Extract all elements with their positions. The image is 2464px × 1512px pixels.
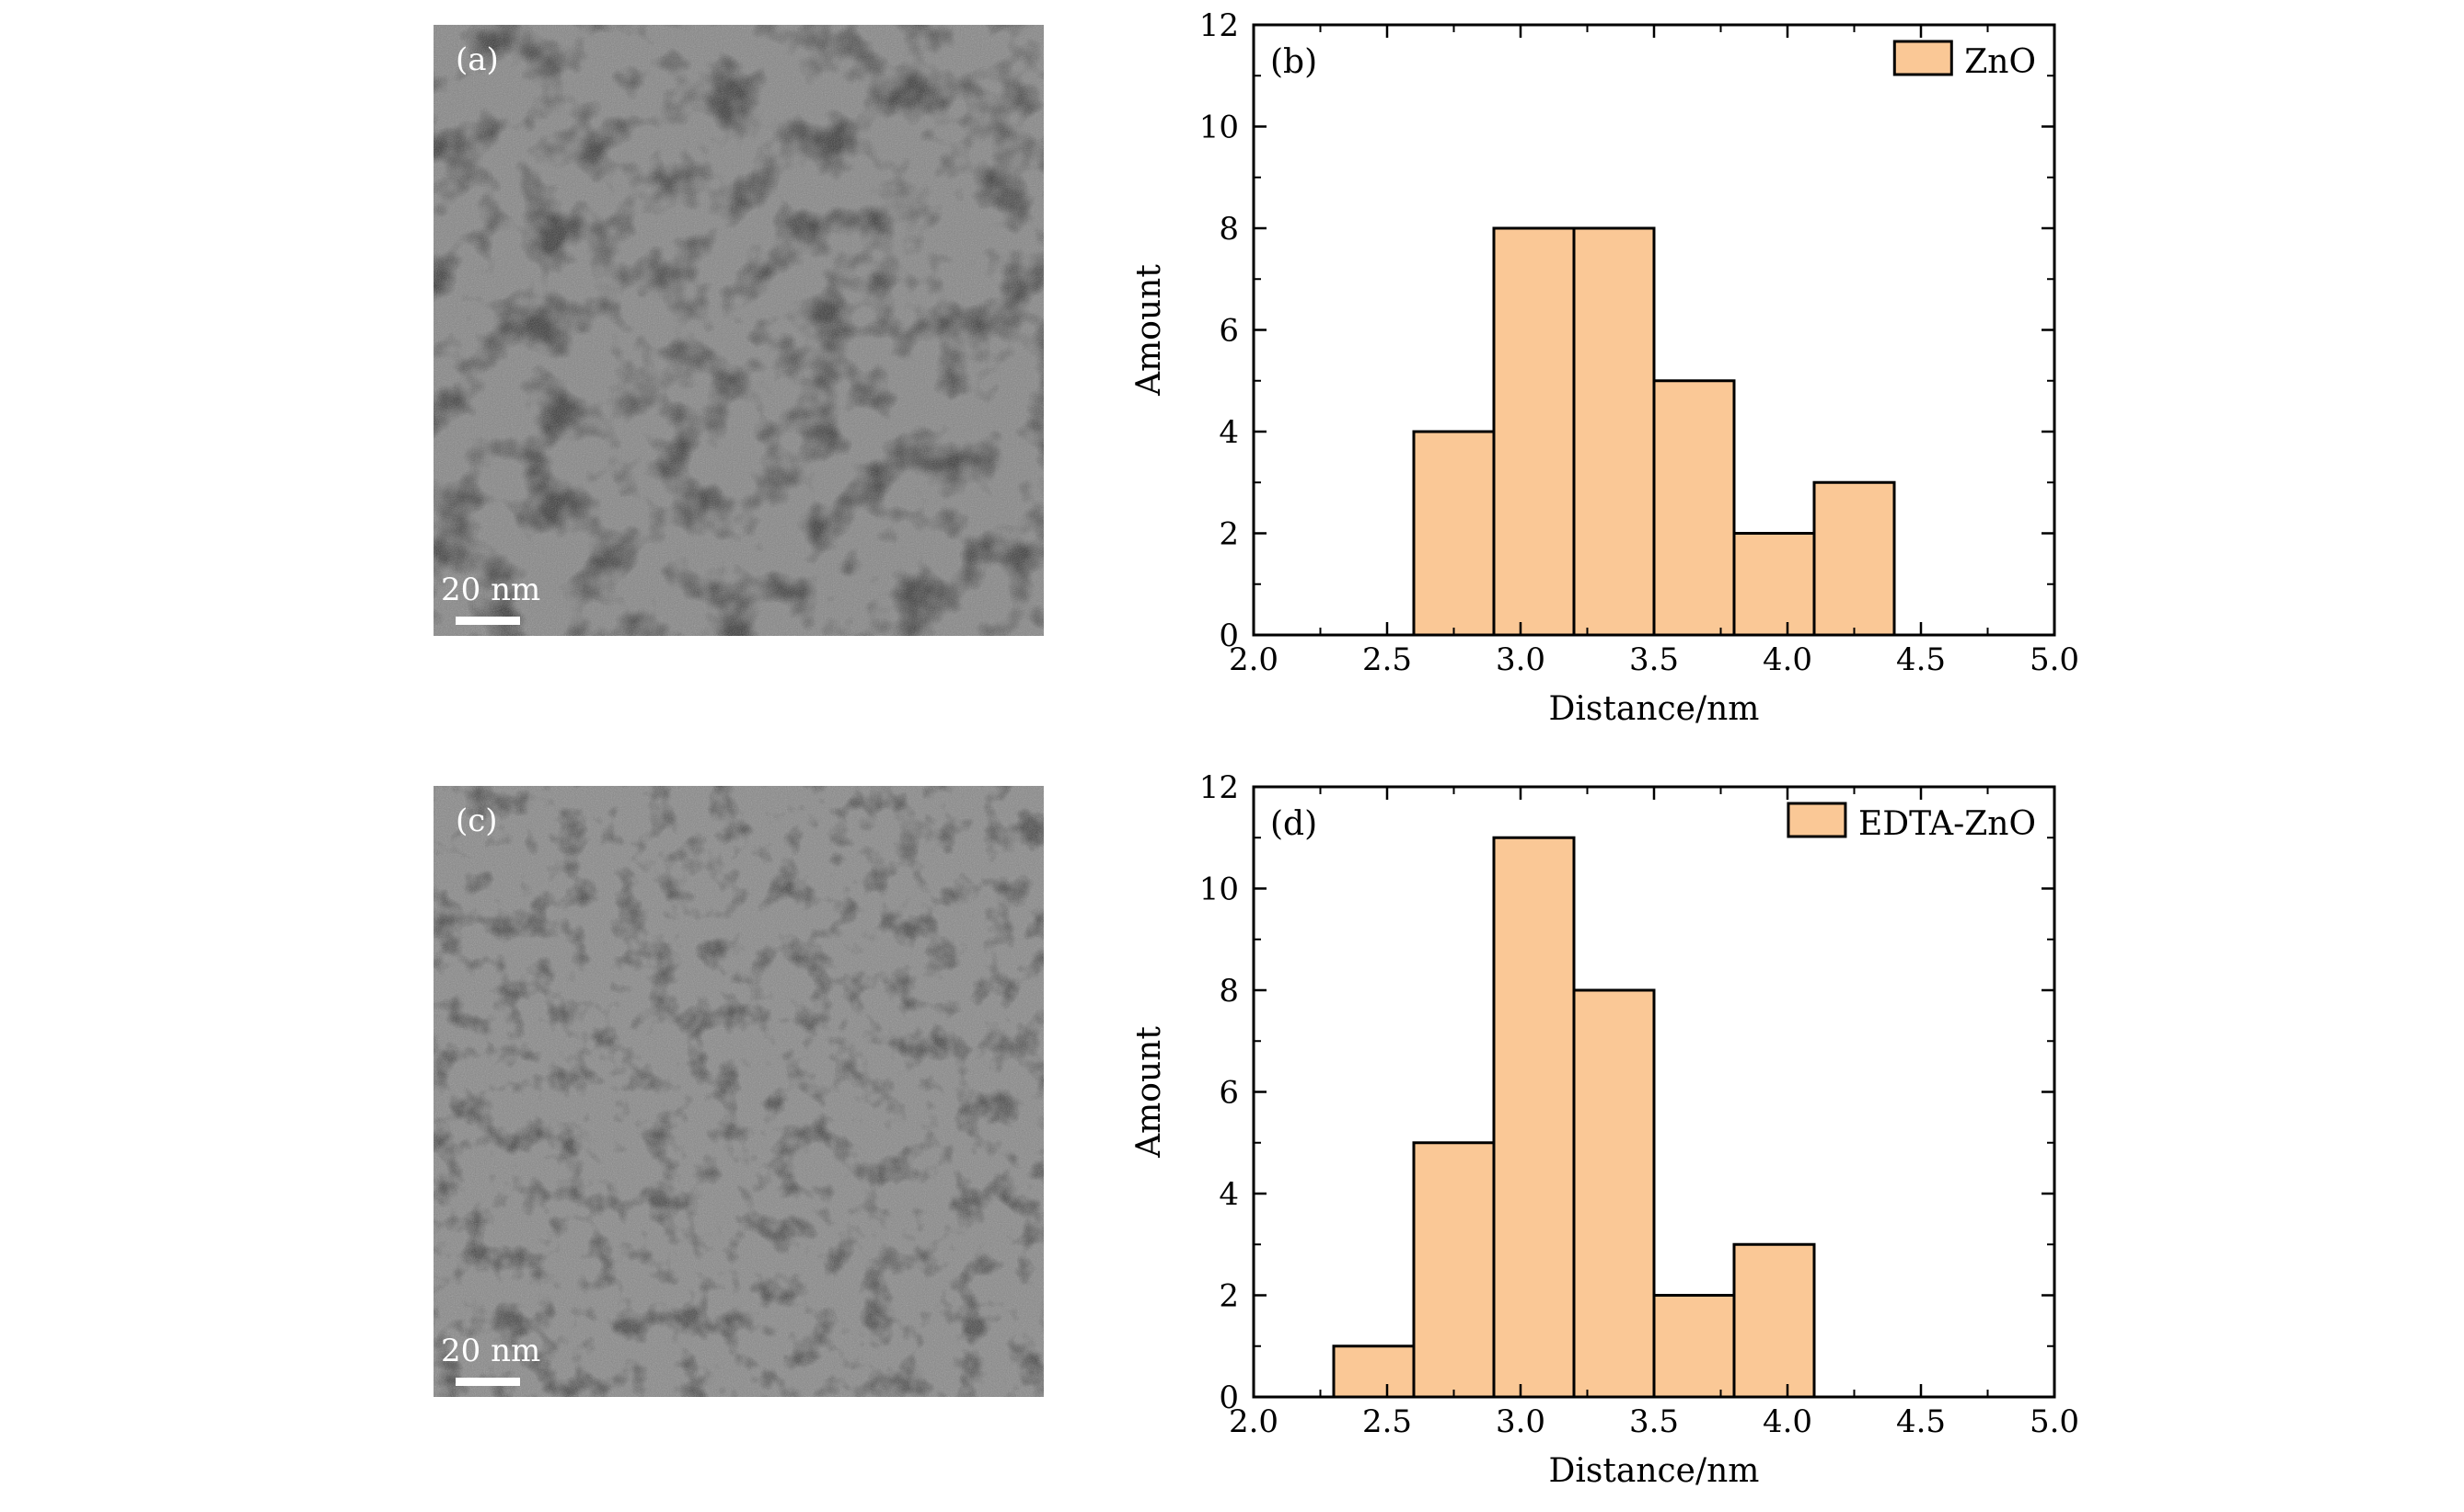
panel-label-c: (c) xyxy=(456,802,498,839)
x-tick-label: 3.5 xyxy=(1629,1403,1679,1440)
histogram-bar xyxy=(1732,532,1816,637)
x-tick-label: 3.0 xyxy=(1496,1403,1545,1440)
x-tick-label: 4.0 xyxy=(1763,641,1812,678)
x-axis-label: Distance/nm xyxy=(1549,690,1760,728)
histogram-bar xyxy=(1572,226,1656,637)
x-axis-label: Distance/nm xyxy=(1549,1452,1760,1490)
x-tick-label: 2.5 xyxy=(1362,1403,1412,1440)
tem-texture-c xyxy=(434,786,1044,1397)
y-tick-label: 4 xyxy=(1219,1176,1239,1213)
scale-bar-c xyxy=(456,1378,520,1386)
scale-bar-label-a: 20 nm xyxy=(441,571,541,608)
x-tick-label: 3.5 xyxy=(1629,641,1679,678)
x-tick-label: 5.0 xyxy=(2030,641,2079,678)
y-tick-label: 0 xyxy=(1219,1379,1239,1416)
histogram-bar xyxy=(1812,480,1896,637)
x-tick-label: 5.0 xyxy=(2030,1403,2079,1440)
y-tick-label: 8 xyxy=(1219,211,1239,248)
x-tick-label: 3.0 xyxy=(1496,641,1545,678)
y-axis-label: Amount xyxy=(1130,1026,1168,1159)
histogram-bar xyxy=(1412,430,1496,637)
panel-label: (d) xyxy=(1270,805,1317,843)
y-tick-label: 8 xyxy=(1219,973,1239,1010)
y-tick-label: 2 xyxy=(1219,516,1239,553)
histogram-bar xyxy=(1652,1294,1736,1399)
y-tick-label: 12 xyxy=(1199,769,1239,806)
histogram-bar xyxy=(1652,379,1736,637)
scale-bar-a xyxy=(456,617,520,625)
y-tick-label: 10 xyxy=(1199,871,1239,908)
x-tick-label: 4.5 xyxy=(1896,641,1946,678)
legend-label: EDTA-ZnO xyxy=(1858,805,2036,843)
y-tick-label: 6 xyxy=(1219,313,1239,350)
tem-image-a: (a) 20 nm xyxy=(434,25,1044,636)
scale-bar-label-c: 20 nm xyxy=(441,1333,541,1369)
tem-image-c: (c) 20 nm xyxy=(434,786,1044,1397)
panel-label-a: (a) xyxy=(456,41,499,78)
histogram-bar xyxy=(1492,836,1576,1399)
y-tick-label: 12 xyxy=(1199,7,1239,44)
x-tick-label: 2.0 xyxy=(1229,1403,1278,1440)
y-tick-label: 6 xyxy=(1219,1075,1239,1112)
histogram-bar xyxy=(1492,226,1576,637)
histogram-bar xyxy=(1412,1141,1496,1399)
x-tick-label: 2.0 xyxy=(1229,641,1278,678)
legend-label: ZnO xyxy=(1964,43,2036,81)
y-tick-label: 4 xyxy=(1219,414,1239,451)
x-tick-label: 2.5 xyxy=(1362,641,1412,678)
histogram-bar xyxy=(1732,1242,1816,1399)
y-tick-label: 0 xyxy=(1219,617,1239,654)
x-tick-label: 4.5 xyxy=(1896,1403,1946,1440)
histogram-bar xyxy=(1332,1345,1416,1399)
y-tick-label: 2 xyxy=(1219,1278,1239,1315)
y-tick-label: 10 xyxy=(1199,110,1239,146)
histogram-chart-d: 2.0 2.5 3.0 3.5 4.0 4.5 5.0 0 2 4 6 8 10 12 Distance/n… xyxy=(1130,769,2079,1490)
legend-swatch xyxy=(1787,802,1847,838)
histogram-chart-b: 2.0 2.5 3.0 3.5 4.0 4.5 5.0 0 2 4 6 8 10 12 Distance/n… xyxy=(1130,7,2079,728)
histogram-bar xyxy=(1572,988,1656,1399)
x-tick-label: 4.0 xyxy=(1763,1403,1812,1440)
panel-label: (b) xyxy=(1270,43,1317,81)
legend-swatch xyxy=(1892,40,1953,76)
y-axis-label: Amount xyxy=(1130,264,1168,397)
tem-texture-a xyxy=(434,25,1044,636)
